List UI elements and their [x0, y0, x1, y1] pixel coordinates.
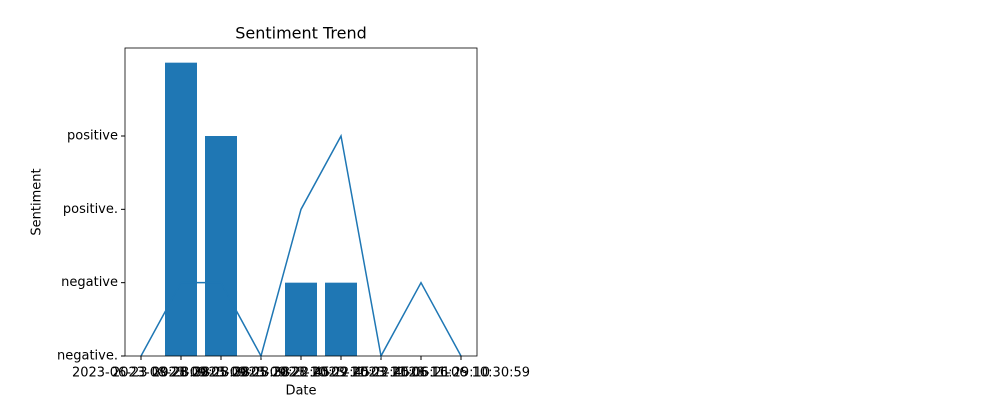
- x-tick-label: 2023-09-28 10:22:45: [232, 366, 370, 381]
- bar: [205, 136, 237, 356]
- x-tick-label: 2023-10-09 10:22:45: [272, 366, 410, 381]
- x-tick-label: 2023-06-23 09:28:38: [72, 366, 210, 381]
- y-axis-label: Sentiment: [30, 168, 45, 235]
- chart-title: Sentiment Trend: [235, 24, 367, 43]
- line: [140, 133, 462, 359]
- y-tick-label: positive: [67, 129, 118, 144]
- bar: [325, 282, 357, 356]
- plot-frame: [124, 47, 478, 357]
- y-tick-label: negative.: [57, 349, 118, 364]
- x-tick-label: 2023-09-05 10:22:45: [192, 366, 330, 381]
- x-tick-label: 2023-11-06 16:29:10: [352, 366, 490, 381]
- bar: [285, 282, 317, 356]
- x-tick-label: 2023-11-06 10:30:59: [392, 366, 530, 381]
- x-tick-label: 2023-09-05 09:28:38: [152, 366, 290, 381]
- y-tick-label: negative: [61, 275, 118, 290]
- x-tick-label: 2023-08-28 09:28:38: [112, 366, 250, 381]
- x-tick-label: 2023-11-03 11:06:21: [312, 366, 450, 381]
- x-axis-label: Date: [285, 384, 316, 399]
- y-tick-label: positive.: [63, 202, 118, 217]
- bar: [165, 62, 197, 357]
